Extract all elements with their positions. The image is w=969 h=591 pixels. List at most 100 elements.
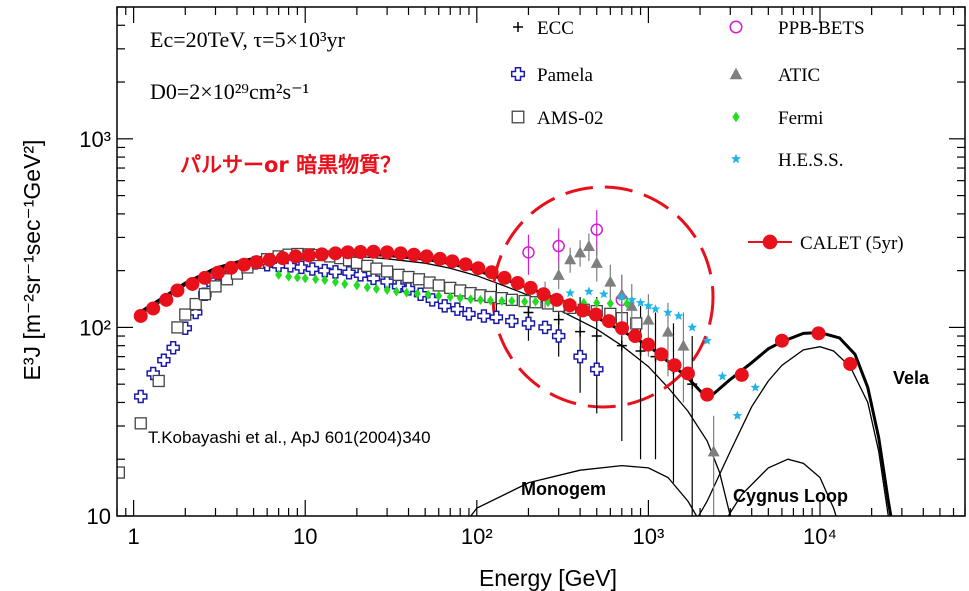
h-e-s-s-point xyxy=(565,288,575,298)
calet-5yr-point xyxy=(458,257,473,272)
h-e-s-s-point xyxy=(702,335,712,345)
calet-5yr-point xyxy=(601,314,616,329)
fermi-point xyxy=(372,283,380,294)
ppb-bets-point xyxy=(590,223,603,236)
tick-labels: 1 10 10² 10³ 10⁴ 10 10² 10³ xyxy=(79,127,837,549)
calet-5yr-point xyxy=(262,252,277,267)
legend-marker-calet-5yr xyxy=(762,234,778,250)
x-tick-label: 1 xyxy=(128,524,140,549)
ams-02-point xyxy=(198,288,211,301)
legend: ECC Pamela AMS-02 PPB-BETS ATIC Fermi H.E.S.S.… xyxy=(510,18,904,254)
ams-02-point xyxy=(134,417,147,430)
calet-5yr-point xyxy=(340,245,355,260)
axis-ticks xyxy=(116,6,966,517)
fermi-point xyxy=(301,273,309,284)
calet-5yr-point xyxy=(249,255,264,270)
ppb-bets-point xyxy=(522,246,535,259)
h-e-s-s-point xyxy=(650,304,661,314)
fermi-point xyxy=(521,296,529,307)
pamela-point xyxy=(489,310,504,325)
calet-5yr-point xyxy=(549,292,564,307)
atic-point xyxy=(677,339,690,351)
h-e-s-s-point xyxy=(627,294,637,304)
curve-monogem xyxy=(469,464,698,516)
ams-02-point xyxy=(412,273,426,286)
ams-02-point xyxy=(152,374,165,388)
y-tick-label: 10³ xyxy=(79,127,111,152)
legend-label-h-e-s-s: H.E.S.S. xyxy=(778,150,843,171)
calet-5yr-point xyxy=(843,356,858,371)
legend-label-fermi: Fermi xyxy=(778,108,823,129)
fermi-point xyxy=(293,272,301,283)
calet-5yr-point xyxy=(811,326,826,341)
x-axis-title: Energy [GeV] xyxy=(479,565,617,591)
h-e-s-s-point xyxy=(584,286,594,296)
annotation-monogem: Monogem xyxy=(521,479,606,499)
legend-marker-atic xyxy=(729,67,743,80)
ecc-point xyxy=(591,331,602,342)
pamela-point xyxy=(589,362,604,376)
pamela-point xyxy=(391,279,406,294)
ams-02-point xyxy=(171,321,184,334)
legend-label-ams-02: AMS-02 xyxy=(537,108,604,129)
fermi-point xyxy=(435,290,443,301)
h-e-s-s-point xyxy=(599,289,609,299)
fermi-point xyxy=(498,296,506,307)
atic-point xyxy=(625,299,638,311)
ams-02-point xyxy=(402,270,415,284)
atic-point xyxy=(582,240,595,252)
legend-label-ppb-bets: PPB-BETS xyxy=(778,18,865,39)
h-e-s-s-point xyxy=(717,371,728,381)
fermi-point xyxy=(413,288,421,299)
ams-02-point xyxy=(179,308,192,321)
h-e-s-s-point xyxy=(635,297,646,307)
atic-point xyxy=(564,253,577,265)
legend-marker-ams-02 xyxy=(511,110,525,124)
calet-5yr-point xyxy=(288,249,303,264)
fermi-point xyxy=(446,291,454,302)
pamela-point xyxy=(318,263,332,278)
pamela-point xyxy=(157,353,171,367)
fermi-point xyxy=(467,294,475,305)
data-points xyxy=(117,209,858,516)
h-e-s-s-point xyxy=(687,322,697,332)
ams-02-point xyxy=(432,279,445,292)
calet-5yr-point xyxy=(641,337,656,352)
ams-02-point xyxy=(370,262,383,275)
calet-5yr-point xyxy=(366,244,381,259)
fermi-point xyxy=(321,275,329,286)
x-tick-label: 10² xyxy=(461,524,493,549)
ecc-point xyxy=(523,307,534,318)
calet-5yr-point xyxy=(654,347,669,362)
fermi-point xyxy=(363,282,371,293)
fermi-point xyxy=(532,296,540,307)
ams-02-point xyxy=(189,297,202,311)
pamela-point xyxy=(551,329,566,343)
pamela-point xyxy=(380,274,394,289)
calet-5yr-point xyxy=(774,333,789,348)
fermi-point xyxy=(486,295,494,306)
calet-5yr-point xyxy=(510,275,525,290)
annotation-reference: T.Kobayashi et al., ApJ 601(2004)340 xyxy=(148,428,431,447)
calet-5yr-point xyxy=(419,249,434,264)
h-e-s-s-point xyxy=(732,410,743,420)
calet-5yr-point xyxy=(301,248,316,263)
ppb-bets-point xyxy=(552,239,565,253)
pamela-point xyxy=(573,349,587,364)
pamela-point xyxy=(401,282,416,296)
pamela-point xyxy=(413,287,428,301)
y-tick-label: 10² xyxy=(79,315,111,340)
fermi-point xyxy=(593,297,601,308)
ecc-point xyxy=(616,340,627,351)
atic-point xyxy=(642,313,655,325)
fermi-point xyxy=(312,274,320,285)
fermi-point xyxy=(275,269,283,280)
calet-5yr-point xyxy=(588,307,603,322)
y-tick-label: 10 xyxy=(87,504,111,529)
atic-point xyxy=(574,246,587,258)
y-axis-title: E³J [m⁻²sr⁻¹sec⁻¹GeV²] xyxy=(19,140,45,381)
fermi-point xyxy=(392,286,400,297)
calet-5yr-point xyxy=(224,260,239,275)
ecc-point xyxy=(553,314,564,325)
x-tick-label: 10 xyxy=(293,524,317,549)
